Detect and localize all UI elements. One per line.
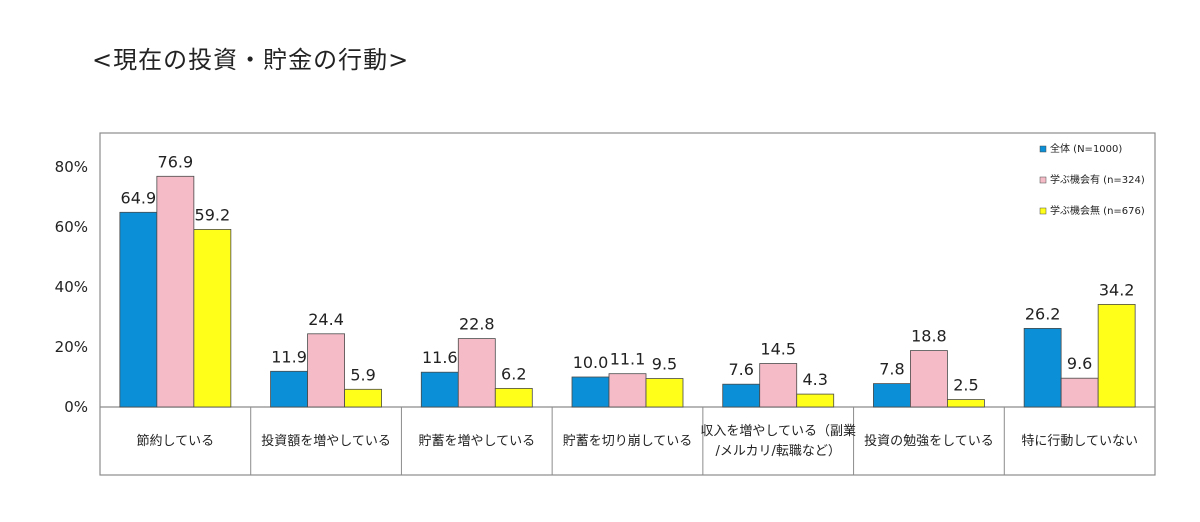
legend-swatch (1039, 145, 1047, 153)
bar (571, 376, 610, 408)
data-label: 9.5 (652, 355, 677, 374)
category-label: 収入を増やしている（副業 (700, 423, 856, 439)
data-label: 64.9 (121, 188, 157, 207)
bar (344, 388, 382, 408)
data-label: 7.8 (879, 360, 904, 379)
category-label: 投資の勉強をしている (864, 433, 994, 449)
legend-label: 全体 (N=1000) (1050, 142, 1122, 155)
data-label: 2.5 (953, 376, 978, 395)
data-label: 22.8 (459, 315, 495, 334)
bar (119, 211, 158, 408)
data-label: 24.4 (308, 310, 344, 329)
bar (759, 363, 798, 408)
data-label: 59.2 (195, 205, 231, 224)
bar (910, 350, 948, 408)
category-label: 特に行動していない (1021, 434, 1138, 449)
data-label: 34.2 (1099, 280, 1135, 299)
category-label: /メルカリ/転職など） (716, 444, 841, 459)
bar (1023, 327, 1062, 408)
data-label: 11.6 (422, 348, 458, 367)
bar (722, 383, 761, 408)
data-label: 11.9 (271, 347, 307, 366)
y-tick-label: 60% (55, 218, 88, 236)
legend-swatch (1039, 207, 1047, 215)
legend-label: 学ぶ機会無 (n=676) (1050, 204, 1145, 217)
bar (193, 228, 232, 408)
data-label: 18.8 (911, 327, 947, 346)
data-label: 5.9 (350, 365, 375, 384)
bar (457, 338, 496, 408)
bar (156, 175, 195, 408)
bar (494, 387, 533, 408)
category-label: 貯蓄を切り崩している (563, 434, 693, 449)
bar (1097, 303, 1136, 408)
bar (796, 393, 835, 408)
bar (873, 383, 911, 408)
data-label: 76.9 (158, 152, 194, 171)
category-label: 節約している (137, 434, 215, 449)
y-tick-label: 0% (64, 398, 88, 416)
legend-label: 学ぶ機会有 (n=324) (1050, 173, 1145, 186)
data-label: 10.0 (573, 353, 609, 372)
data-label: 4.3 (802, 370, 827, 389)
y-tick-label: 20% (55, 338, 88, 356)
bar (947, 399, 985, 408)
bar (420, 371, 459, 408)
bar (307, 333, 345, 408)
y-tick-label: 80% (55, 158, 88, 176)
plot-frame (99, 132, 1156, 476)
category-label: 貯蓄を増やしている (418, 434, 535, 449)
bar (608, 373, 647, 408)
y-tick-label: 40% (55, 278, 88, 296)
bar (1060, 377, 1099, 408)
data-label: 9.6 (1067, 354, 1092, 373)
bar (645, 378, 684, 408)
legend-swatch (1039, 176, 1047, 184)
data-label: 7.6 (728, 360, 753, 379)
bar (270, 370, 308, 408)
data-label: 11.1 (610, 350, 646, 369)
category-label: 投資額を増やしている (261, 433, 391, 449)
data-label: 14.5 (760, 340, 796, 359)
page-title: <現在の投資・貯金の行動> (92, 46, 410, 74)
data-label: 6.2 (501, 364, 526, 383)
data-label: 26.2 (1025, 304, 1061, 323)
